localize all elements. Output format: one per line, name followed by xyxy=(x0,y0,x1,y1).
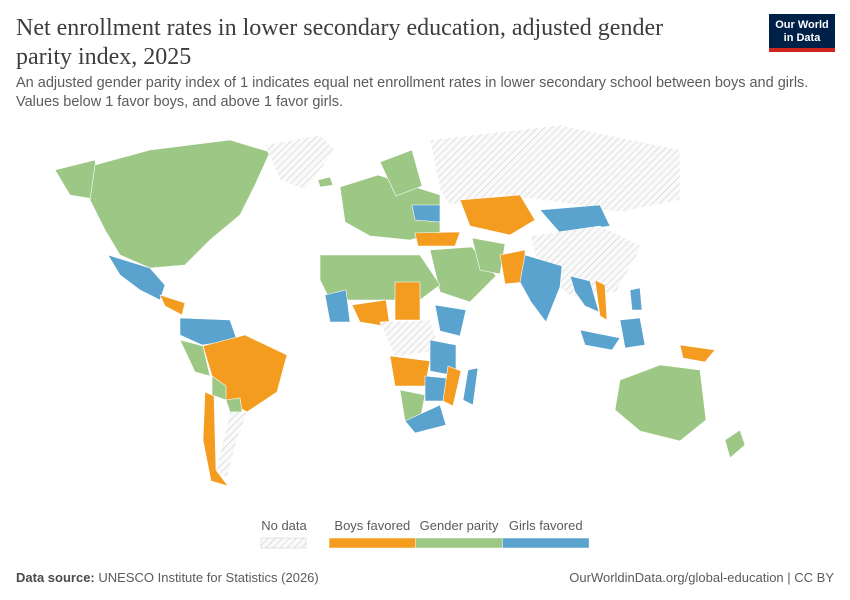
country xyxy=(215,411,248,479)
country xyxy=(411,204,441,223)
country xyxy=(434,304,467,337)
country xyxy=(429,124,681,213)
map: No data Boys favored Gender parity Girls f… xyxy=(54,124,746,549)
country xyxy=(202,391,229,487)
country xyxy=(462,367,479,406)
subtitle: An adjusted gender parity index of 1 ind… xyxy=(16,75,809,110)
country xyxy=(179,339,211,377)
country xyxy=(379,149,423,197)
country xyxy=(394,281,421,321)
country xyxy=(614,364,707,442)
country xyxy=(202,334,288,413)
country xyxy=(159,294,186,316)
title: Net enrollment rates in lower secondary … xyxy=(16,15,664,70)
country xyxy=(471,237,506,275)
country xyxy=(579,329,621,351)
legend-swatch xyxy=(328,537,416,549)
footer-url[interactable]: OurWorldinData.org/global-education | CC… xyxy=(569,570,834,585)
legend-label: Girls favored xyxy=(509,518,583,533)
country xyxy=(89,139,271,269)
logo-line: in Data xyxy=(783,32,821,44)
country xyxy=(414,231,461,247)
country xyxy=(389,355,431,387)
country xyxy=(264,134,336,191)
country xyxy=(629,287,643,311)
country xyxy=(619,317,646,349)
country xyxy=(724,429,746,459)
country xyxy=(459,194,536,236)
legend-swatch xyxy=(415,537,503,549)
legend-label: Boys favored xyxy=(334,518,410,533)
logo-line: Our World xyxy=(775,19,829,31)
country xyxy=(404,404,447,434)
regions xyxy=(54,124,746,487)
country xyxy=(317,176,334,188)
country xyxy=(679,344,716,363)
logo[interactable]: Our World in Data xyxy=(769,14,835,52)
footer-source: Data source: UNESCO Institute for Statis… xyxy=(16,570,319,585)
legend-label: Gender parity xyxy=(420,518,499,533)
source-label: Data source: xyxy=(16,570,95,585)
country xyxy=(107,254,166,301)
country xyxy=(519,254,563,323)
country xyxy=(539,204,611,234)
legend-swatch xyxy=(502,537,590,549)
legend-label: No data xyxy=(261,518,307,533)
country xyxy=(594,279,608,321)
legend-swatch xyxy=(260,537,307,549)
country xyxy=(225,397,243,413)
country xyxy=(442,365,462,407)
country xyxy=(324,289,351,323)
country xyxy=(569,275,600,313)
source: UNESCO Institute for Statistics (2026) xyxy=(98,570,319,585)
legend: No data Boys favored Gender parity Girls f… xyxy=(260,518,590,549)
